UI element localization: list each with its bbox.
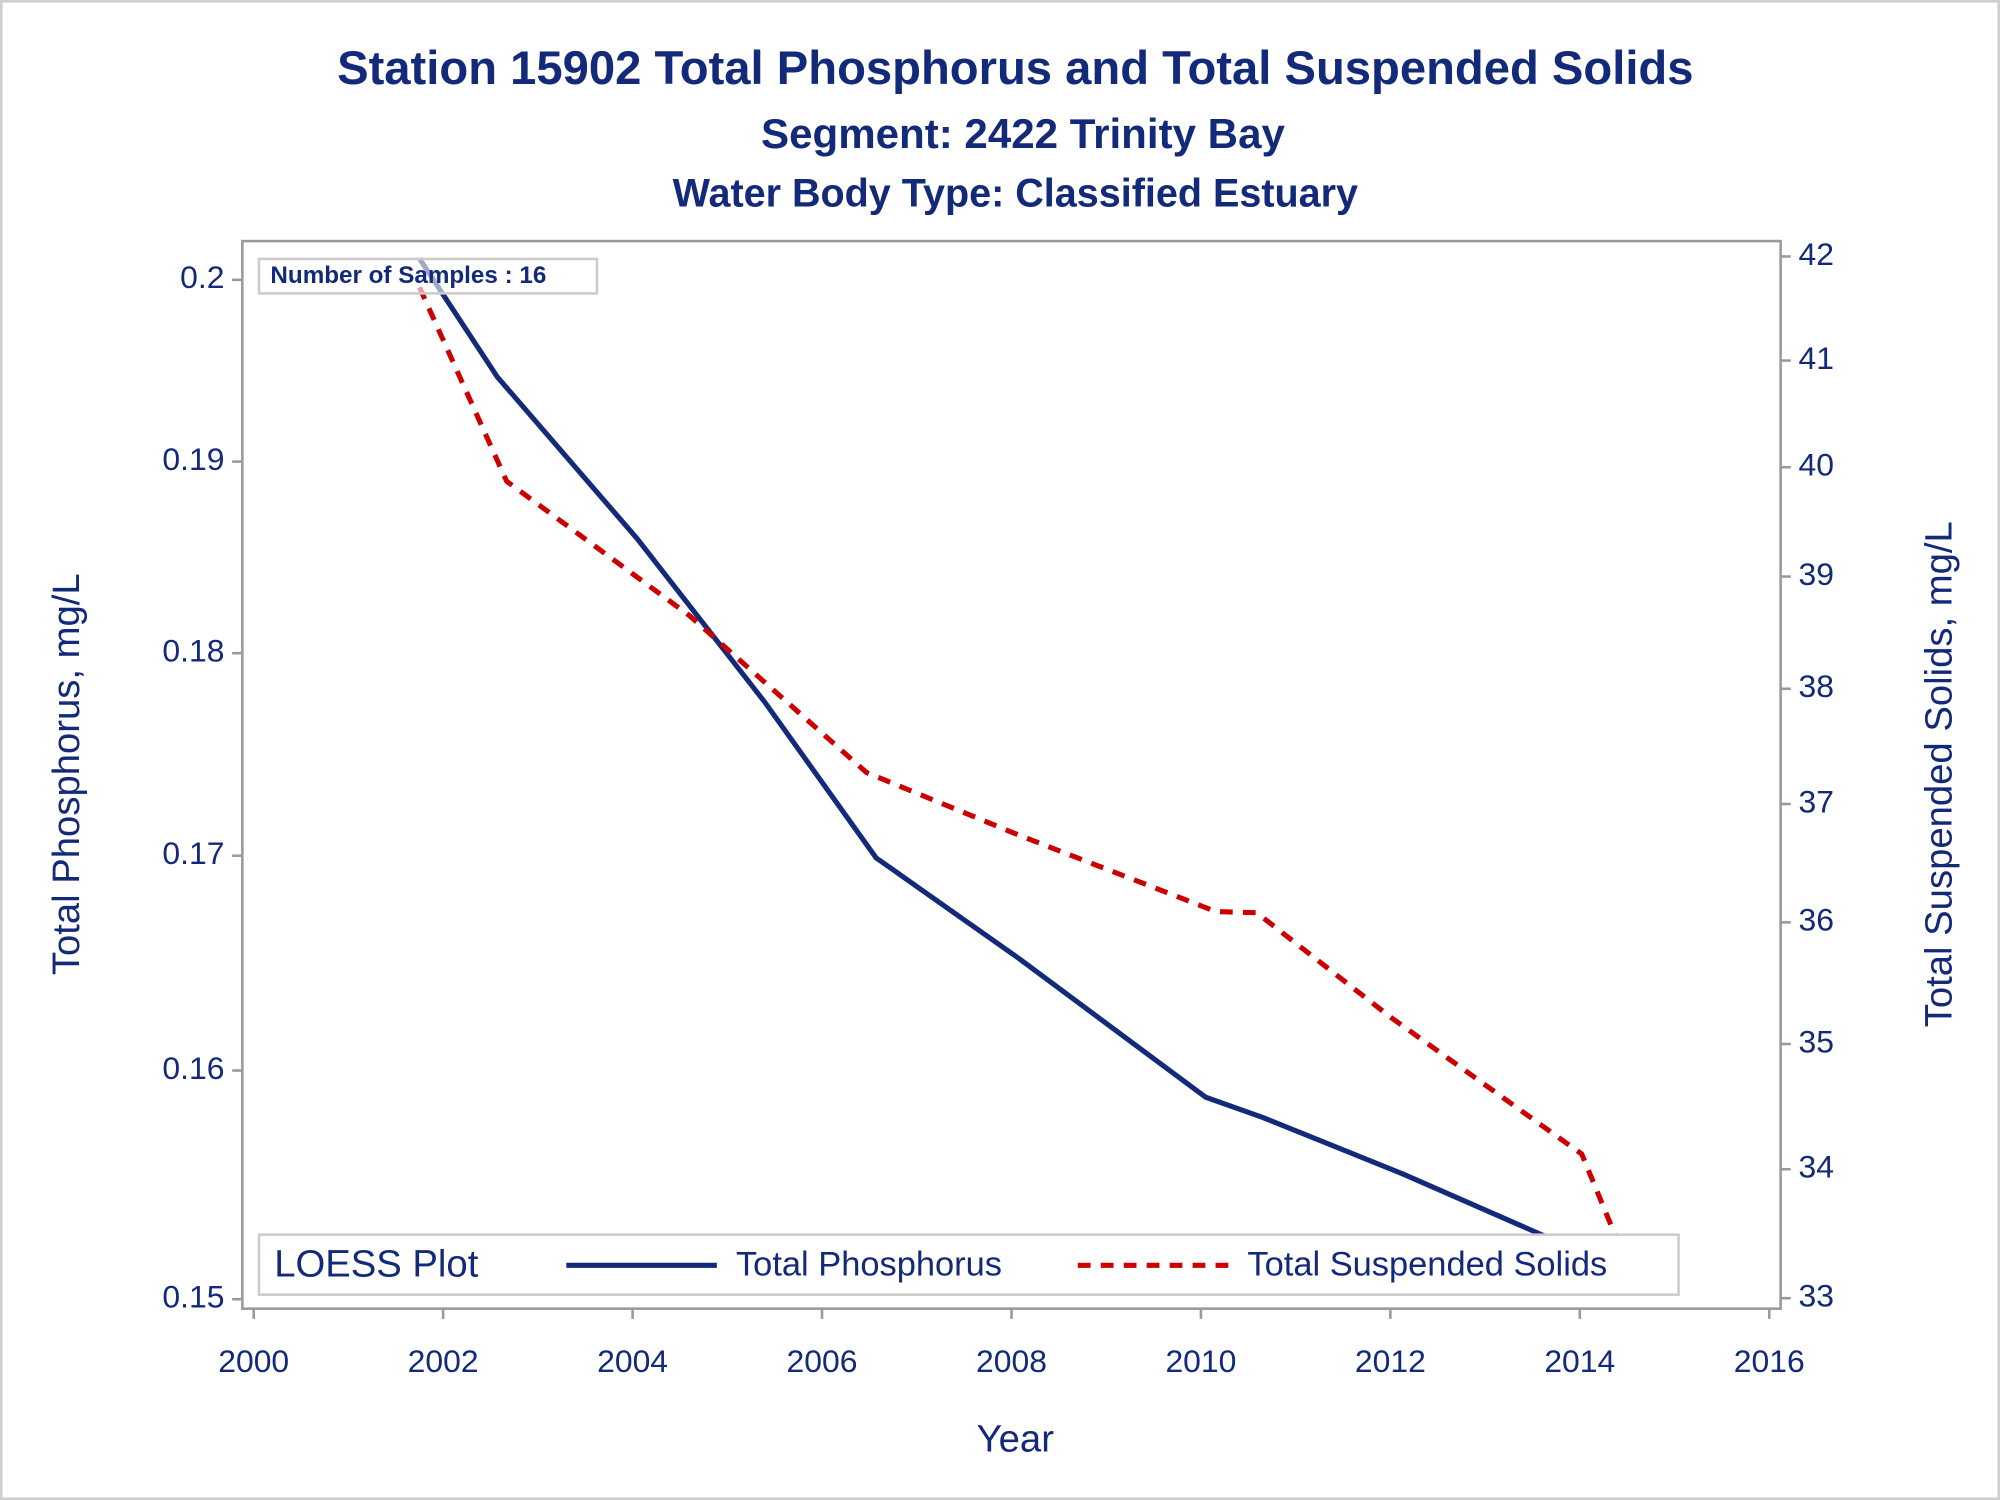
x-tick-label: 2000 xyxy=(218,1343,289,1379)
y2-tick-label: 35 xyxy=(1798,1023,1833,1059)
y2-tick-label: 33 xyxy=(1798,1278,1833,1314)
x-tick-label: 2008 xyxy=(976,1343,1047,1379)
y2-tick-label: 41 xyxy=(1798,340,1833,376)
y2-tick-label: 39 xyxy=(1798,556,1833,592)
x-tick-label: 2016 xyxy=(1734,1343,1805,1379)
legend-title: LOESS Plot xyxy=(274,1243,478,1286)
x-axis-label: Year xyxy=(977,1418,1055,1461)
legend-label: Total Suspended Solids xyxy=(1247,1246,1607,1284)
chart-subtitle: Segment: 2422 Trinity Bay xyxy=(761,110,1285,157)
x-tick-label: 2012 xyxy=(1355,1343,1426,1379)
chart-subtitle: Water Body Type: Classified Estuary xyxy=(673,172,1358,216)
legend-label: Total Phosphorus xyxy=(736,1246,1002,1284)
y-tick-label: 0.17 xyxy=(162,835,224,871)
y2-axis-label: Total Suspended Solids, mg/L xyxy=(1918,521,1961,1027)
y2-tick-label: 34 xyxy=(1798,1149,1833,1185)
legend-box xyxy=(257,1233,1680,1296)
y2-tick-label: 36 xyxy=(1798,902,1833,938)
y-tick-label: 0.2 xyxy=(180,259,224,295)
y-tick-label: 0.19 xyxy=(162,441,224,477)
y-tick-label: 0.18 xyxy=(162,633,224,669)
chart-title: Station 15902 Total Phosphorus and Total… xyxy=(337,42,1693,95)
legend: LOESS Plot Total Phosphorus Total Suspend… xyxy=(257,1233,1680,1296)
annotation-box xyxy=(257,257,599,295)
x-tick-label: 2014 xyxy=(1544,1343,1615,1379)
x-tick-label: 2002 xyxy=(408,1343,479,1379)
x-tick-label: 2006 xyxy=(787,1343,858,1379)
annotation: Number of Samples : 16 xyxy=(270,262,546,289)
y2-tick-label: 38 xyxy=(1798,668,1833,704)
y2-tick-label: 37 xyxy=(1798,783,1833,819)
y-tick-label: 0.16 xyxy=(162,1050,224,1086)
x-tick-label: 2004 xyxy=(597,1343,668,1379)
x-tick-label: 2010 xyxy=(1165,1343,1236,1379)
y-tick-label: 0.15 xyxy=(162,1279,224,1315)
y2-tick-label: 40 xyxy=(1798,447,1833,483)
data-line xyxy=(417,286,1630,1266)
plot-area xyxy=(417,257,1630,1283)
data-line xyxy=(417,257,1629,1283)
y2-tick-label: 42 xyxy=(1798,236,1833,272)
y-axis-label: Total Phosphorus, mg/L xyxy=(45,573,88,975)
